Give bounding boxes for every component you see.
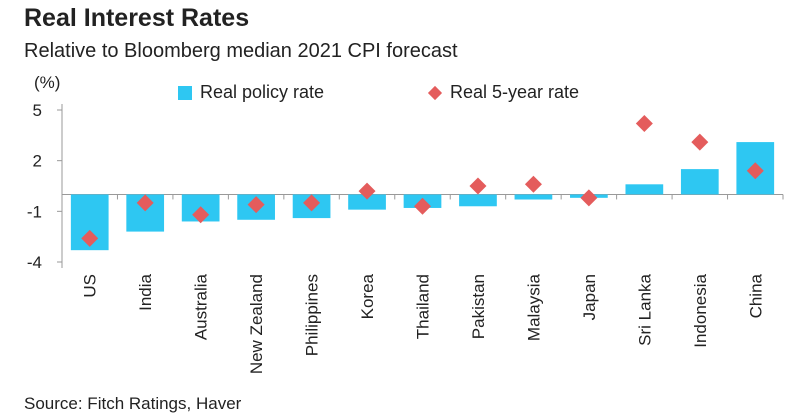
x-category-label: India [136, 273, 155, 310]
bar-real-policy-rate [680, 169, 719, 195]
x-category-label: Australia [192, 273, 211, 340]
marker-real-5-year-rate [524, 175, 542, 193]
x-category-label: Indonesia [691, 273, 710, 347]
bar-real-policy-rate [348, 194, 386, 210]
x-category-label: New Zealand [247, 274, 266, 374]
legend-item-real-policy-rate: Real policy rate [178, 82, 324, 103]
chart-source: Source: Fitch Ratings, Haver [24, 394, 242, 413]
legend-item-real-5-year-rate: Real 5-year rate [427, 82, 580, 103]
x-category-label: Thailand [414, 274, 433, 339]
legend-label-real-policy-rate: Real policy rate [200, 82, 325, 102]
x-category-label: Malaysia [524, 273, 543, 341]
y-tick-label: -4 [27, 253, 42, 272]
x-category-label: China [746, 273, 765, 318]
bar-real-policy-rate [625, 184, 664, 195]
x-category-label: Pakistan [469, 274, 488, 339]
marker-real-5-year-rate [746, 162, 764, 180]
y-tick-label: 2 [33, 152, 42, 171]
marker-real-5-year-rate [136, 194, 154, 212]
x-category-label: Korea [358, 273, 377, 319]
bar-real-policy-rate [514, 194, 553, 200]
marker-real-5-year-rate [691, 133, 709, 151]
marker-real-5-year-rate [192, 206, 210, 224]
marker-real-5-year-rate [635, 115, 653, 133]
chart-subtitle: Relative to Bloomberg median 2021 CPI fo… [24, 40, 458, 62]
y-tick-label: 5 [33, 101, 42, 120]
legend-swatch-bar [178, 85, 192, 100]
y-axis-unit-label: (%) [34, 73, 61, 92]
marker-real-5-year-rate [303, 194, 321, 212]
y-tick-label: -1 [27, 202, 42, 221]
x-category-label: Philippines [303, 274, 322, 356]
bar-real-policy-rate [459, 194, 497, 207]
legend-label-real-5-year-rate: Real 5-year rate [450, 82, 580, 102]
x-category-label: US [81, 274, 100, 298]
marker-real-5-year-rate [81, 229, 99, 247]
marker-real-5-year-rate [469, 177, 487, 195]
marker-real-5-year-rate [358, 182, 376, 200]
x-category-label: Sri Lanka [635, 273, 654, 345]
marker-real-5-year-rate [247, 196, 265, 214]
x-category-label: Japan [580, 274, 599, 320]
marker-real-5-year-rate [414, 197, 431, 215]
chart-title: Real Interest Rates [24, 4, 250, 32]
marker-real-5-year-rate [580, 189, 598, 207]
